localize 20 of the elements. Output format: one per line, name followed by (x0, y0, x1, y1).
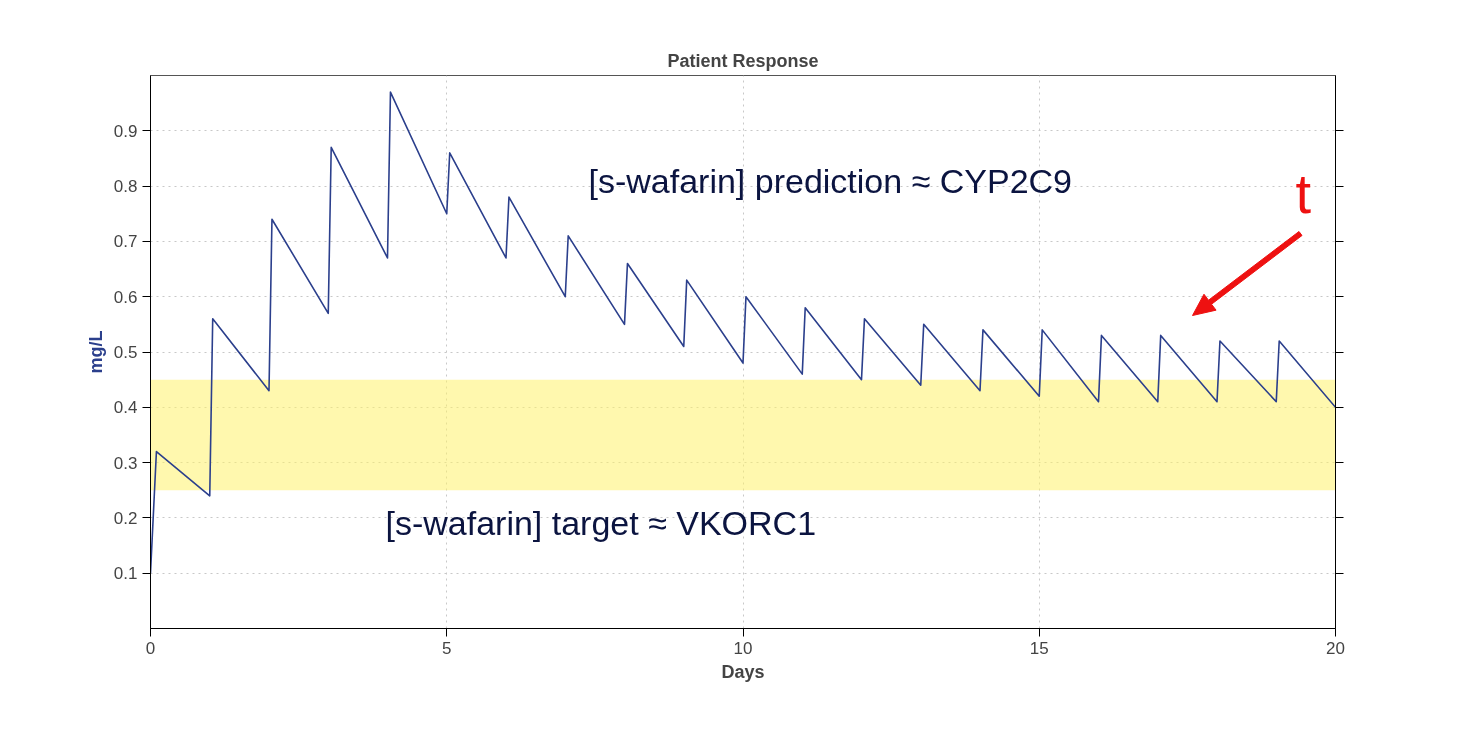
y-tick-label: 0.5 (113, 343, 138, 362)
annotation: t (1295, 162, 1312, 225)
x-tick-label: 10 (733, 638, 753, 658)
y-tick-label: 0.6 (113, 287, 138, 307)
y-axis-title: mg/L (85, 330, 106, 374)
annotation: [s-wafarin] target ≈ VKORC1 (385, 503, 817, 542)
y-tick-label: 0.7 (113, 232, 138, 252)
y-tick-label: 0.3 (113, 453, 138, 473)
y-tick-label: 0.4 (113, 398, 138, 418)
y-tick-label: 0.2 (113, 508, 138, 528)
y-tick-label: 0.9 (113, 121, 138, 141)
x-axis-title: Days (721, 661, 765, 682)
x-tick-label: 20 (1326, 638, 1345, 658)
chart-title: Patient Response (667, 50, 819, 71)
x-tick-label: 0 (145, 638, 156, 658)
annotation: [s-wafarin] prediction ≈ CYP2C9 (588, 161, 1073, 200)
y-tick-label: 0.8 (113, 177, 138, 197)
y-tick-label: 0.1 (113, 564, 138, 584)
x-tick-label: 15 (1029, 638, 1049, 658)
x-tick-label: 5 (442, 638, 452, 658)
